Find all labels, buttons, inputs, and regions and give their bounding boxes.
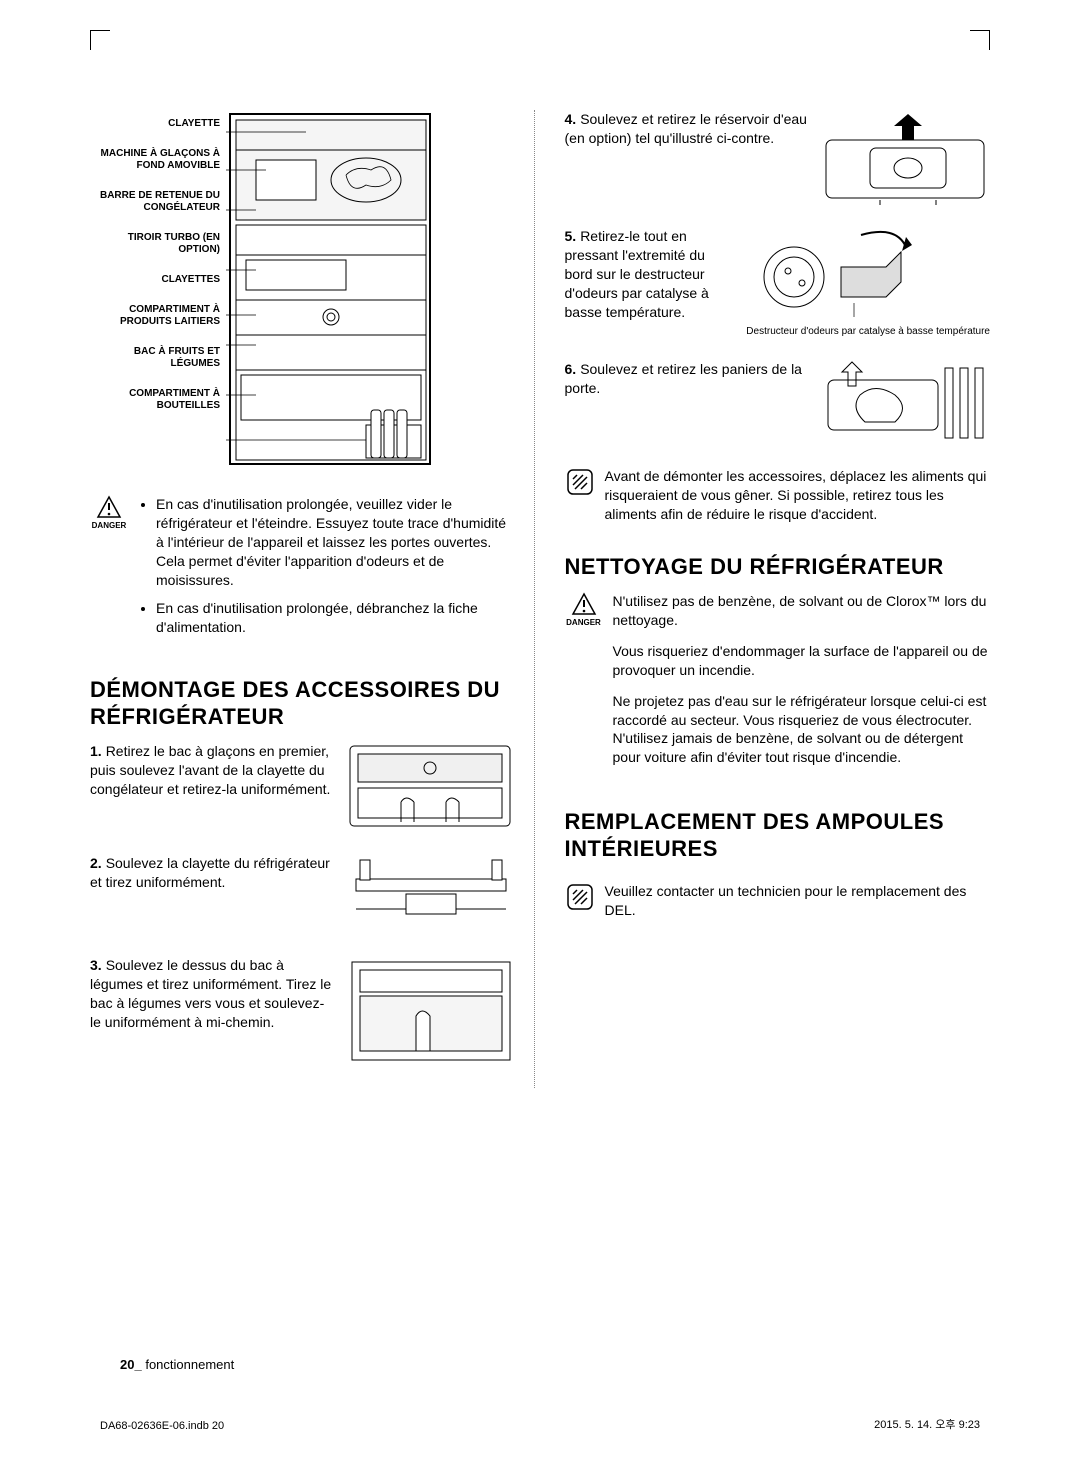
step-text: 5.Retirez-le tout en pressant l'extremit… [565, 227, 735, 338]
label-clayette: CLAYETTE [168, 118, 220, 130]
label-barre: BARRE DE RETENUE DU CONGÉLATEUR [90, 190, 220, 214]
step-illustration [346, 854, 516, 934]
print-info-left: DA68-02636E-06.indb 20 [100, 1420, 224, 1432]
section-nettoyage-title: NETTOYAGE DU RÉFRIGÉRATEUR [565, 554, 991, 580]
print-info-right: 2015. 5. 14. 오후 9:23 [874, 1416, 980, 1432]
step-2: 2.Soulevez la clayette du réfrigérateur … [90, 854, 516, 934]
page-footer: 20_ fonctionnement [120, 1357, 234, 1372]
step-4: 4.Soulevez et retirez le réservoir d'eau… [565, 110, 991, 205]
step-illustration [346, 956, 516, 1066]
page-content: CLAYETTE MACHINE À GLAÇONS À FOND AMOVIB… [90, 110, 990, 1088]
label-laitiers: COMPARTIMENT À PRODUITS LAITIERS [90, 304, 220, 328]
label-bouteilles: COMPARTIMENT À BOUTEILLES [90, 388, 220, 412]
step-5: 5.Retirez-le tout en pressant l'extremit… [565, 227, 991, 338]
label-clayettes: CLAYETTES [161, 274, 220, 286]
step-1: 1.Retirez le bac à glaçons en premier, p… [90, 742, 516, 832]
deodorizer-caption: Destructeur d'odeurs par catalyse à bass… [746, 326, 990, 338]
step-6: 6.Soulevez et retirez les paniers de la … [565, 360, 991, 445]
step-3: 3.Soulevez le dessus du bac à légumes et… [90, 956, 516, 1066]
note-text: Veuillez contacter un technicien pour le… [605, 882, 991, 920]
step-illustration: Destructeur d'odeurs par catalyse à bass… [746, 227, 990, 338]
right-column: 4.Soulevez et retirez le réservoir d'eau… [555, 110, 991, 1088]
fridge-illustration [226, 110, 436, 475]
page-number: 20_ [120, 1357, 142, 1372]
cleaning-danger: DANGER N'utilisez pas de benzène, de sol… [565, 592, 991, 779]
fridge-labels: CLAYETTE MACHINE À GLAÇONS À FOND AMOVIB… [90, 110, 226, 412]
danger-label: DANGER [92, 521, 127, 532]
warning-list: En cas d'inutilisation prolongée, veuill… [138, 495, 516, 647]
note-bulb: Veuillez contacter un technicien pour le… [565, 882, 991, 920]
step-text: 3.Soulevez le dessus du bac à légumes et… [90, 956, 334, 1066]
left-column: CLAYETTE MACHINE À GLAÇONS À FOND AMOVIB… [90, 110, 535, 1088]
label-tiroir: TIROIR TURBO (EN OPTION) [90, 232, 220, 256]
section-ampoules-title: REMPLACEMENT DES AMPOULES INTÉRIEURES [565, 809, 991, 862]
note-text: Avant de démonter les accessoires, dépla… [605, 467, 991, 524]
step-illustration [820, 110, 990, 205]
warning-item: En cas d'inutilisation prolongée, débran… [156, 599, 516, 637]
step-illustration [820, 360, 990, 445]
footer-section: fonctionnement [145, 1357, 234, 1372]
step-text: 4.Soulevez et retirez le réservoir d'eau… [565, 110, 809, 205]
danger-warning: DANGER En cas d'inutilisation prolongée,… [90, 495, 516, 647]
step-text: 6.Soulevez et retirez les paniers de la … [565, 360, 809, 445]
cleaning-text: N'utilisez pas de benzène, de solvant ou… [613, 592, 991, 779]
danger-icon: DANGER [90, 495, 128, 532]
warning-item: En cas d'inutilisation prolongée, veuill… [156, 495, 516, 589]
danger-label: DANGER [566, 618, 601, 629]
note-accessories: Avant de démonter les accessoires, dépla… [565, 467, 991, 524]
fridge-diagram: CLAYETTE MACHINE À GLAÇONS À FOND AMOVIB… [90, 110, 516, 475]
danger-icon: DANGER [565, 592, 603, 629]
note-icon [565, 467, 595, 502]
section-demontage-title: DÉMONTAGE DES ACCESSOIRES DU RÉFRIGÉRATE… [90, 677, 516, 730]
step-illustration [346, 742, 516, 832]
label-glacons: MACHINE À GLAÇONS À FOND AMOVIBLE [90, 148, 220, 172]
note-icon [565, 882, 595, 917]
step-text: 2.Soulevez la clayette du réfrigérateur … [90, 854, 334, 934]
label-legumes: BAC À FRUITS ET LÉGUMES [90, 346, 220, 370]
step-text: 1.Retirez le bac à glaçons en premier, p… [90, 742, 334, 832]
